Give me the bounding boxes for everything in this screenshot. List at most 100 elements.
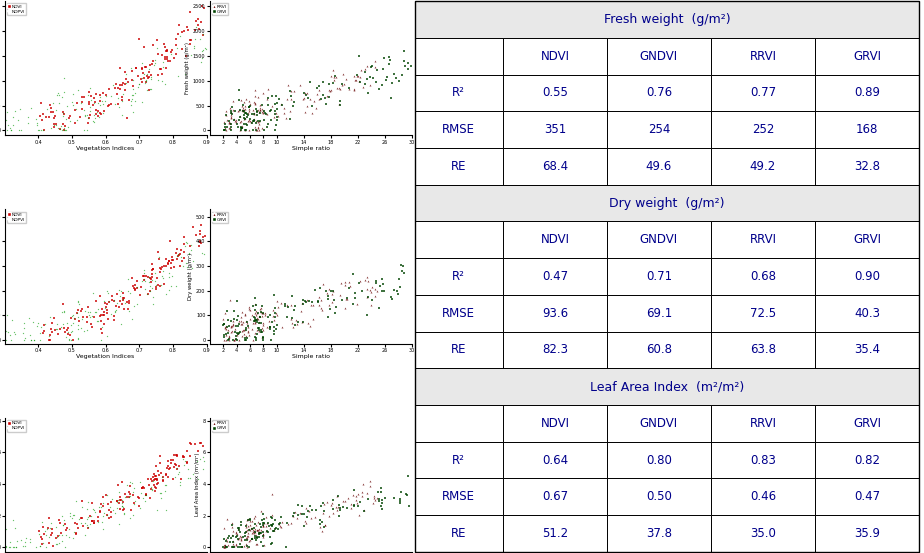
Point — [190, 20, 205, 29]
Point — [56, 109, 71, 118]
Point — [79, 521, 94, 530]
Point — [169, 465, 184, 474]
Point — [218, 111, 233, 119]
Point — [277, 103, 292, 112]
Point — [183, 242, 198, 251]
Point — [147, 61, 162, 70]
Point — [311, 301, 326, 310]
Point — [55, 120, 70, 129]
Point — [148, 472, 163, 481]
Point — [263, 512, 278, 521]
Point — [138, 76, 152, 85]
Point — [150, 274, 164, 283]
Point — [157, 40, 172, 49]
Point — [303, 502, 318, 510]
Point — [183, 36, 198, 45]
Point — [164, 264, 178, 273]
Point — [27, 335, 42, 344]
Point — [239, 113, 254, 122]
Text: 254: 254 — [648, 123, 670, 136]
Point — [104, 295, 119, 304]
Point — [112, 80, 127, 89]
Point — [175, 44, 189, 53]
Point — [126, 84, 140, 93]
Point — [280, 312, 295, 321]
Text: RMSE: RMSE — [443, 123, 475, 136]
Bar — [415, 332, 503, 368]
Point — [286, 512, 300, 521]
Point — [86, 518, 101, 527]
Point — [241, 542, 256, 551]
Point — [59, 524, 74, 533]
Point — [269, 121, 284, 129]
Point — [108, 509, 123, 518]
Bar — [607, 478, 711, 515]
Point — [110, 299, 125, 307]
Point — [139, 272, 153, 281]
Point — [44, 328, 59, 337]
Point — [101, 102, 116, 111]
Bar — [415, 1, 919, 38]
Point — [257, 107, 272, 116]
Point — [66, 319, 80, 327]
Point — [364, 296, 379, 305]
Point — [12, 104, 27, 113]
Point — [231, 85, 246, 94]
Point — [340, 294, 355, 303]
Point — [121, 488, 136, 497]
Bar — [607, 111, 711, 148]
Point — [96, 512, 111, 520]
Point — [94, 503, 109, 512]
Point — [313, 516, 328, 525]
Point — [230, 534, 245, 543]
Point — [301, 507, 316, 515]
Point — [312, 293, 327, 301]
Point — [298, 519, 313, 528]
Point — [225, 531, 240, 540]
Point — [109, 80, 124, 88]
Point — [347, 86, 362, 95]
Point — [103, 498, 118, 507]
Point — [163, 237, 177, 246]
Point — [248, 300, 262, 309]
Point — [69, 115, 84, 124]
Point — [180, 458, 195, 467]
Point — [172, 20, 187, 29]
Point — [352, 72, 367, 81]
Point — [83, 512, 98, 521]
Point — [239, 526, 254, 535]
Point — [168, 249, 183, 258]
Point — [177, 247, 192, 256]
Point — [9, 537, 24, 546]
Point — [0, 107, 14, 116]
Point — [155, 69, 170, 78]
Point — [249, 126, 263, 135]
Point — [76, 521, 91, 530]
Point — [92, 97, 107, 106]
Point — [249, 525, 264, 534]
Point — [250, 117, 265, 126]
Point — [95, 100, 110, 109]
Point — [233, 327, 248, 336]
Point — [122, 492, 137, 500]
Point — [227, 542, 242, 551]
Point — [231, 107, 246, 116]
Text: Dry weight  (g/m²): Dry weight (g/m²) — [609, 196, 724, 210]
Point — [116, 503, 130, 512]
Point — [173, 32, 188, 40]
Point — [86, 504, 101, 513]
Point — [85, 288, 100, 297]
Point — [264, 510, 279, 519]
Point — [119, 298, 134, 307]
Point — [230, 312, 245, 321]
Point — [142, 61, 157, 70]
Point — [124, 64, 139, 72]
Point — [236, 326, 250, 335]
Point — [150, 44, 164, 53]
Point — [264, 91, 279, 100]
Point — [216, 320, 231, 328]
Point — [219, 126, 234, 135]
Point — [71, 296, 86, 305]
Point — [401, 472, 416, 481]
Point — [105, 81, 120, 90]
